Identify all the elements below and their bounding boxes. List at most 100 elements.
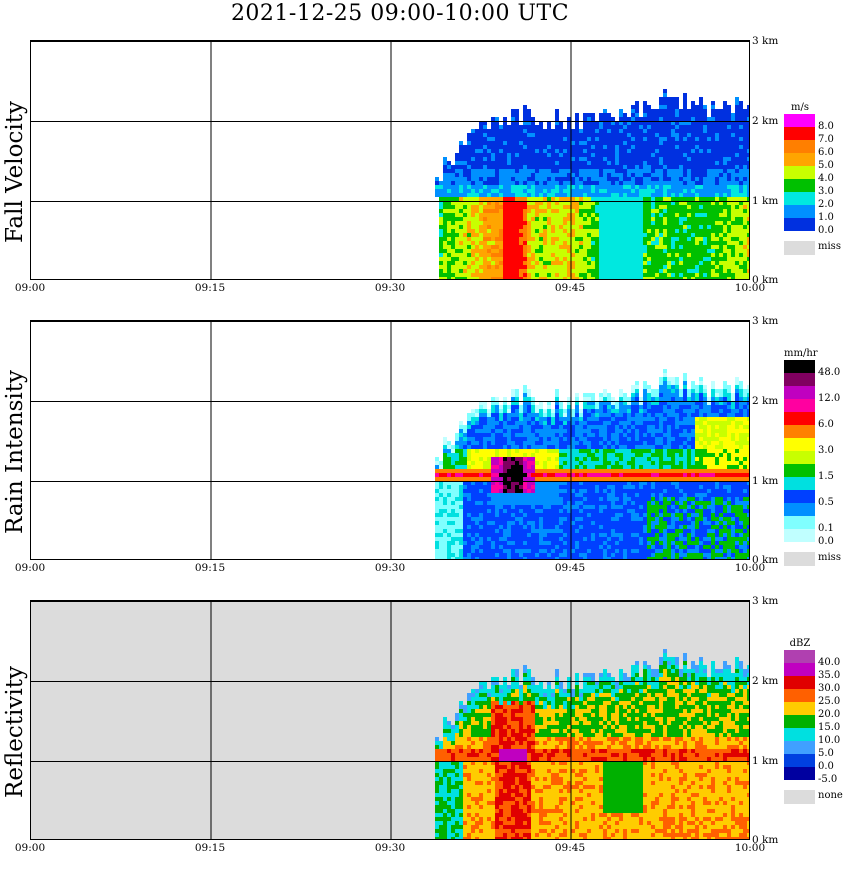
heatmap-cell xyxy=(567,241,571,245)
heatmap-cell xyxy=(707,165,711,169)
heatmap-cell xyxy=(643,225,647,229)
heatmap-cell xyxy=(731,169,735,173)
heatmap-cell xyxy=(743,241,747,245)
heatmap-cell xyxy=(587,253,591,257)
heatmap-cell xyxy=(583,429,587,433)
heatmap-cell xyxy=(599,173,603,177)
heatmap-cell xyxy=(591,225,595,229)
heatmap-cell xyxy=(599,165,603,169)
heatmap-cell xyxy=(715,209,719,213)
heatmap-cell xyxy=(567,157,571,161)
heatmap-cell xyxy=(671,209,675,213)
heatmap-cell xyxy=(575,261,579,265)
heatmap-cell xyxy=(651,253,655,257)
heatmap-cell xyxy=(607,265,611,269)
heatmap-cell xyxy=(507,153,511,157)
heatmap-cell xyxy=(515,165,519,169)
heatmap-cell xyxy=(527,265,531,269)
heatmap-cell xyxy=(551,545,555,549)
heatmap-cell xyxy=(743,109,747,113)
heatmap-cell xyxy=(575,397,579,401)
heatmap-cell xyxy=(687,265,691,269)
heatmap-cell xyxy=(691,229,695,233)
heatmap-cell xyxy=(527,141,531,145)
heatmap-cell xyxy=(455,173,459,177)
heatmap-cell xyxy=(447,501,451,505)
heatmap-cell xyxy=(443,205,447,209)
heatmap-cell xyxy=(659,257,663,261)
heatmap-cell xyxy=(671,265,675,269)
heatmap-cell xyxy=(519,429,523,433)
heatmap-cell xyxy=(523,153,527,157)
heatmap-cell xyxy=(471,157,475,161)
heatmap-cell xyxy=(631,225,635,229)
heatmap-cell xyxy=(567,169,571,173)
heatmap-cell xyxy=(511,209,515,213)
heatmap-cell xyxy=(435,505,439,509)
heatmap-cell xyxy=(583,177,587,181)
heatmap-cell xyxy=(587,193,591,197)
heatmap-cell xyxy=(611,241,615,245)
heatmap-cell xyxy=(495,165,499,169)
heatmap-cell xyxy=(647,125,651,129)
heatmap-cell xyxy=(587,125,591,129)
heatmap-cell xyxy=(547,513,551,517)
heatmap-cell xyxy=(523,137,527,141)
heatmap-cell xyxy=(451,233,455,237)
heatmap-cell xyxy=(727,277,731,280)
heatmap-cell xyxy=(615,137,619,141)
heatmap-cell xyxy=(531,193,535,197)
heatmap-cell xyxy=(467,161,471,165)
heatmap-cell xyxy=(471,249,475,253)
heatmap-cell xyxy=(723,185,727,189)
heatmap-cell xyxy=(719,133,723,137)
heatmap-cell xyxy=(715,269,719,273)
heatmap-cell xyxy=(451,541,455,545)
heatmap-cell xyxy=(527,177,531,181)
heatmap-cell xyxy=(747,193,750,197)
heatmap-cell xyxy=(443,513,447,517)
heatmap-cell xyxy=(527,205,531,209)
heatmap-cell xyxy=(719,193,723,197)
heatmap-cell xyxy=(731,173,735,177)
heatmap-cell xyxy=(731,261,735,265)
heatmap-cell xyxy=(675,129,679,133)
heatmap-cell xyxy=(739,161,743,165)
heatmap-cell xyxy=(563,493,567,497)
heatmap-cell xyxy=(607,169,611,173)
heatmap-cell xyxy=(519,529,523,533)
heatmap-cell xyxy=(515,237,519,241)
heatmap-cell xyxy=(439,189,443,193)
heatmap-cell xyxy=(491,277,495,280)
heatmap-cell xyxy=(507,165,511,169)
heatmap-cell xyxy=(735,97,739,101)
heatmap-cell xyxy=(595,405,599,409)
heatmap-cell xyxy=(595,149,599,153)
heatmap-cell xyxy=(619,265,623,269)
heatmap-cell xyxy=(663,233,667,237)
heatmap-cell xyxy=(571,517,575,521)
heatmap-cell xyxy=(475,129,479,133)
heatmap-cell xyxy=(735,141,739,145)
heatmap-cell xyxy=(711,193,715,197)
heatmap-cell xyxy=(467,513,471,517)
heatmap-cell xyxy=(471,229,475,233)
heatmap-cell xyxy=(439,517,443,521)
heatmap-cell xyxy=(435,477,439,481)
heatmap-cell xyxy=(699,249,703,253)
heatmap-cell xyxy=(595,217,599,221)
heatmap-cell xyxy=(623,237,627,241)
heatmap-cell xyxy=(471,529,475,533)
heatmap-cell xyxy=(699,257,703,261)
heatmap-cell xyxy=(675,97,679,101)
heatmap-cell xyxy=(583,257,587,261)
heatmap-cell xyxy=(731,157,735,161)
heatmap-cell xyxy=(575,277,579,280)
heatmap-cell xyxy=(571,525,575,529)
panel-title: Rain Intensity xyxy=(2,370,28,534)
heatmap-cell xyxy=(739,229,743,233)
heatmap-cell xyxy=(499,249,503,253)
heatmap-cell xyxy=(643,185,647,189)
heatmap-cell xyxy=(703,221,707,225)
heatmap-cell xyxy=(619,277,623,280)
